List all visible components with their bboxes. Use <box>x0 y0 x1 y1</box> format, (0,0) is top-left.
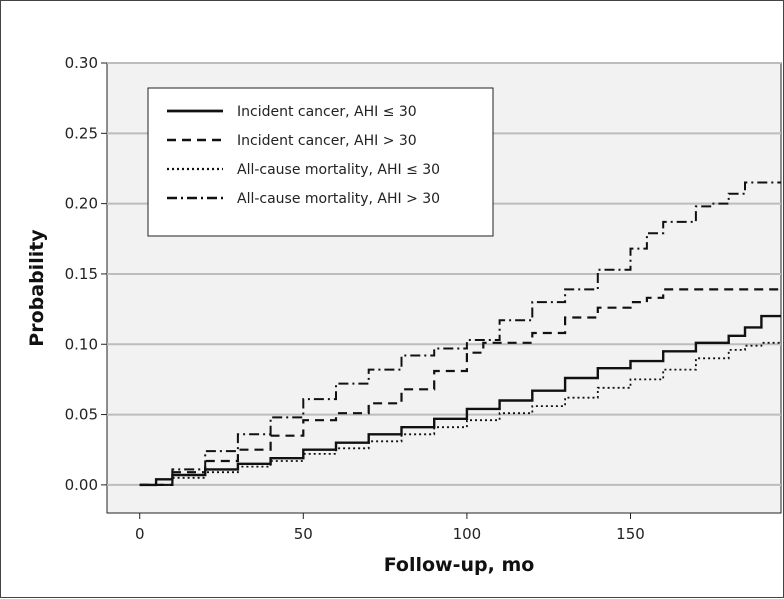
y-tick-label: 0.00 <box>65 476 98 494</box>
legend-box <box>147 87 494 237</box>
legend: Incident cancer, AHI ≤ 30 Incident cancer… <box>147 87 494 237</box>
legend-label-2: Incident cancer, AHI > 30 <box>237 133 417 149</box>
series-line-4 <box>139 181 781 486</box>
series-line-1 <box>139 314 781 487</box>
series-line-2 <box>139 288 781 486</box>
axis-ticks: 0.00 0.05 0.10 0.15 0.20 0.25 0.30 0 50 100 150 <box>65 54 645 543</box>
x-tick-label: 0 <box>135 525 145 543</box>
x-tick-label: 50 <box>294 525 313 543</box>
y-tick-label: 0.05 <box>65 406 98 424</box>
legend-label-3: All-cause mortality, AHI ≤ 30 <box>237 162 440 178</box>
x-axis-title: Follow-up, mo <box>384 554 535 576</box>
x-tick-label: 100 <box>453 525 482 543</box>
y-tick-label: 0.30 <box>65 54 98 72</box>
legend-label-1: Incident cancer, AHI ≤ 30 <box>237 104 417 120</box>
y-axis-title: Probability <box>26 229 48 347</box>
x-tick-label: 150 <box>616 525 645 543</box>
y-tick-label: 0.20 <box>65 195 98 213</box>
y-tick-label: 0.15 <box>65 265 98 283</box>
y-tick-label: 0.25 <box>65 124 98 142</box>
y-tick-label: 0.10 <box>65 335 98 353</box>
legend-label-4: All-cause mortality, AHI > 30 <box>237 191 440 207</box>
series-lines <box>139 181 781 487</box>
